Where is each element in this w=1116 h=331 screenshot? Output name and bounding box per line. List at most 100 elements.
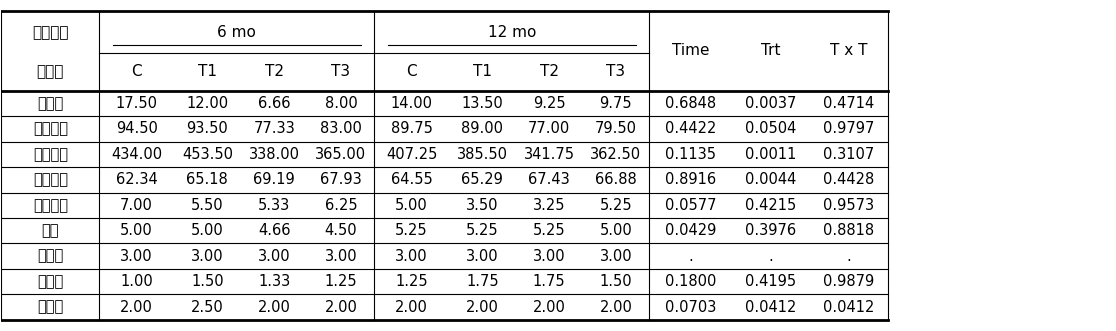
Text: 67.43: 67.43	[528, 172, 570, 187]
Text: 육량지수: 육량지수	[32, 172, 68, 187]
Text: 79.50: 79.50	[595, 121, 637, 136]
Text: 0.0703: 0.0703	[665, 300, 716, 314]
Text: 1.25: 1.25	[395, 274, 427, 289]
Text: 9.75: 9.75	[599, 96, 632, 111]
Text: .: .	[768, 249, 773, 264]
Text: 17.50: 17.50	[116, 96, 157, 111]
Text: 83.00: 83.00	[320, 121, 362, 136]
Text: 지방색: 지방색	[37, 249, 64, 264]
Text: 434.00: 434.00	[112, 147, 162, 162]
Text: 5.25: 5.25	[466, 223, 499, 238]
Text: 0.4428: 0.4428	[822, 172, 874, 187]
Text: 3.00: 3.00	[599, 249, 632, 264]
Text: 7.00: 7.00	[121, 198, 153, 213]
Text: 0.1800: 0.1800	[665, 274, 716, 289]
Text: 3.50: 3.50	[466, 198, 499, 213]
Text: 65.29: 65.29	[461, 172, 503, 187]
Text: 4.50: 4.50	[325, 223, 357, 238]
Text: 3.00: 3.00	[121, 249, 153, 264]
Text: 0.0412: 0.0412	[745, 300, 797, 314]
Text: 2.50: 2.50	[191, 300, 223, 314]
Text: 0.4714: 0.4714	[822, 96, 874, 111]
Text: 0.3976: 0.3976	[745, 223, 796, 238]
Text: 2.00: 2.00	[465, 300, 499, 314]
Text: 등지방: 등지방	[37, 96, 64, 111]
Text: 94.50: 94.50	[116, 121, 157, 136]
Text: 69.19: 69.19	[253, 172, 295, 187]
Text: 6 mo: 6 mo	[218, 25, 257, 40]
Text: 77.00: 77.00	[528, 121, 570, 136]
Text: .: .	[689, 249, 693, 264]
Text: 5.00: 5.00	[395, 198, 429, 213]
Text: 1.25: 1.25	[325, 274, 357, 289]
Text: 0.0577: 0.0577	[665, 198, 716, 213]
Text: 3.00: 3.00	[466, 249, 499, 264]
Text: 4.66: 4.66	[258, 223, 290, 238]
Text: 5.50: 5.50	[191, 198, 223, 213]
Text: 2.00: 2.00	[258, 300, 290, 314]
Text: 1.50: 1.50	[599, 274, 632, 289]
Text: 89.00: 89.00	[461, 121, 503, 136]
Text: 8.00: 8.00	[325, 96, 357, 111]
Text: 12.00: 12.00	[186, 96, 229, 111]
Text: .: .	[846, 249, 850, 264]
Text: 2.00: 2.00	[532, 300, 566, 314]
Text: 2.00: 2.00	[325, 300, 357, 314]
Text: 341.75: 341.75	[523, 147, 575, 162]
Text: 0.9879: 0.9879	[822, 274, 874, 289]
Text: 1.33: 1.33	[258, 274, 290, 289]
Text: 6.25: 6.25	[325, 198, 357, 213]
Text: 0.3107: 0.3107	[822, 147, 874, 162]
Text: 5.25: 5.25	[599, 198, 632, 213]
Text: T x T: T x T	[830, 43, 867, 59]
Text: 362.50: 362.50	[590, 147, 642, 162]
Text: 407.25: 407.25	[386, 147, 437, 162]
Text: 5.00: 5.00	[599, 223, 633, 238]
Text: 62.34: 62.34	[116, 172, 157, 187]
Text: 0.6848: 0.6848	[665, 96, 716, 111]
Text: 385.50: 385.50	[456, 147, 508, 162]
Text: 66.88: 66.88	[595, 172, 637, 187]
Text: 9.25: 9.25	[532, 96, 566, 111]
Text: Trt: Trt	[761, 43, 780, 59]
Text: T2: T2	[540, 65, 559, 79]
Text: 도체중량: 도체중량	[32, 147, 68, 162]
Text: 처리구: 처리구	[37, 65, 64, 79]
Text: T3: T3	[606, 65, 625, 79]
Text: 338.00: 338.00	[249, 147, 299, 162]
Text: 67.93: 67.93	[320, 172, 362, 187]
Text: 93.50: 93.50	[186, 121, 228, 136]
Text: C: C	[132, 65, 142, 79]
Text: T2: T2	[264, 65, 283, 79]
Text: 3.25: 3.25	[532, 198, 566, 213]
Text: 5.25: 5.25	[395, 223, 427, 238]
Text: 65.18: 65.18	[186, 172, 228, 187]
Text: 0.0412: 0.0412	[822, 300, 874, 314]
Text: 3.00: 3.00	[395, 249, 427, 264]
Text: 0.4422: 0.4422	[665, 121, 716, 136]
Text: 64.55: 64.55	[391, 172, 433, 187]
Text: T3: T3	[331, 65, 350, 79]
Text: 성숙도: 성숙도	[37, 300, 64, 314]
Text: 5.25: 5.25	[532, 223, 566, 238]
Text: 3.00: 3.00	[191, 249, 223, 264]
Text: 1.75: 1.75	[466, 274, 499, 289]
Text: 0.4195: 0.4195	[745, 274, 796, 289]
Text: 0.0044: 0.0044	[745, 172, 797, 187]
Text: 0.0011: 0.0011	[745, 147, 797, 162]
Text: 3.00: 3.00	[258, 249, 290, 264]
Text: 1.75: 1.75	[532, 274, 566, 289]
Text: C: C	[406, 65, 417, 79]
Text: 0.8818: 0.8818	[822, 223, 874, 238]
Text: T1: T1	[473, 65, 492, 79]
Text: 거세시기: 거세시기	[32, 25, 68, 40]
Text: 13.50: 13.50	[461, 96, 503, 111]
Text: 0.4215: 0.4215	[745, 198, 796, 213]
Text: 6.66: 6.66	[258, 96, 290, 111]
Text: 2.00: 2.00	[395, 300, 429, 314]
Text: 조직감: 조직감	[37, 274, 64, 289]
Text: 453.50: 453.50	[182, 147, 233, 162]
Text: 0.1135: 0.1135	[665, 147, 716, 162]
Text: 0.8916: 0.8916	[665, 172, 716, 187]
Text: 14.00: 14.00	[391, 96, 433, 111]
